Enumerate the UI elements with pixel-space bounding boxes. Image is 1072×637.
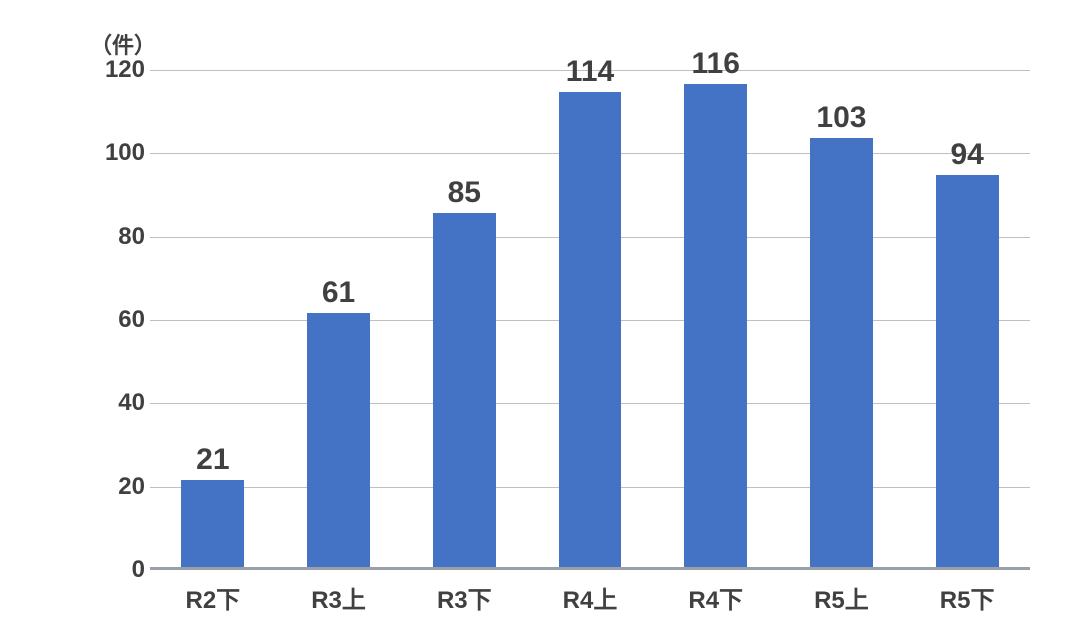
bar-value-label: 85	[448, 176, 481, 210]
bar	[307, 313, 370, 567]
bar-value-label: 61	[322, 276, 355, 310]
bar-value-label: 116	[692, 47, 740, 81]
bar-value-label: 21	[196, 443, 229, 477]
bar-value-label: 103	[816, 101, 866, 135]
y-tick-label: 120	[85, 56, 145, 84]
x-tick-label: R4下	[688, 580, 743, 615]
y-tick-label: 20	[85, 473, 145, 501]
bar	[810, 138, 873, 567]
bar-value-label: 114	[566, 55, 614, 89]
plot-area	[150, 70, 1030, 570]
bar	[559, 92, 622, 567]
x-tick-label: R4上	[563, 580, 618, 615]
x-tick-label: R5下	[940, 580, 995, 615]
bar	[433, 213, 496, 567]
x-tick-label: R5上	[814, 580, 869, 615]
y-tick-label: 0	[85, 556, 145, 584]
x-tick-label: R2下	[186, 580, 241, 615]
y-tick-label: 100	[85, 139, 145, 167]
y-tick-label: 40	[85, 389, 145, 417]
bars-group	[150, 70, 1030, 567]
x-tick-label: R3下	[437, 580, 492, 615]
y-tick-label: 60	[85, 306, 145, 334]
bar	[181, 480, 244, 568]
bar-value-label: 94	[950, 138, 983, 172]
bar	[684, 84, 747, 567]
bar	[936, 175, 999, 567]
x-tick-label: R3上	[311, 580, 366, 615]
bar-chart: （件） 020406080100120 R2下R3上R3下R4上R4下R5上R5…	[40, 20, 1040, 620]
y-tick-label: 80	[85, 223, 145, 251]
